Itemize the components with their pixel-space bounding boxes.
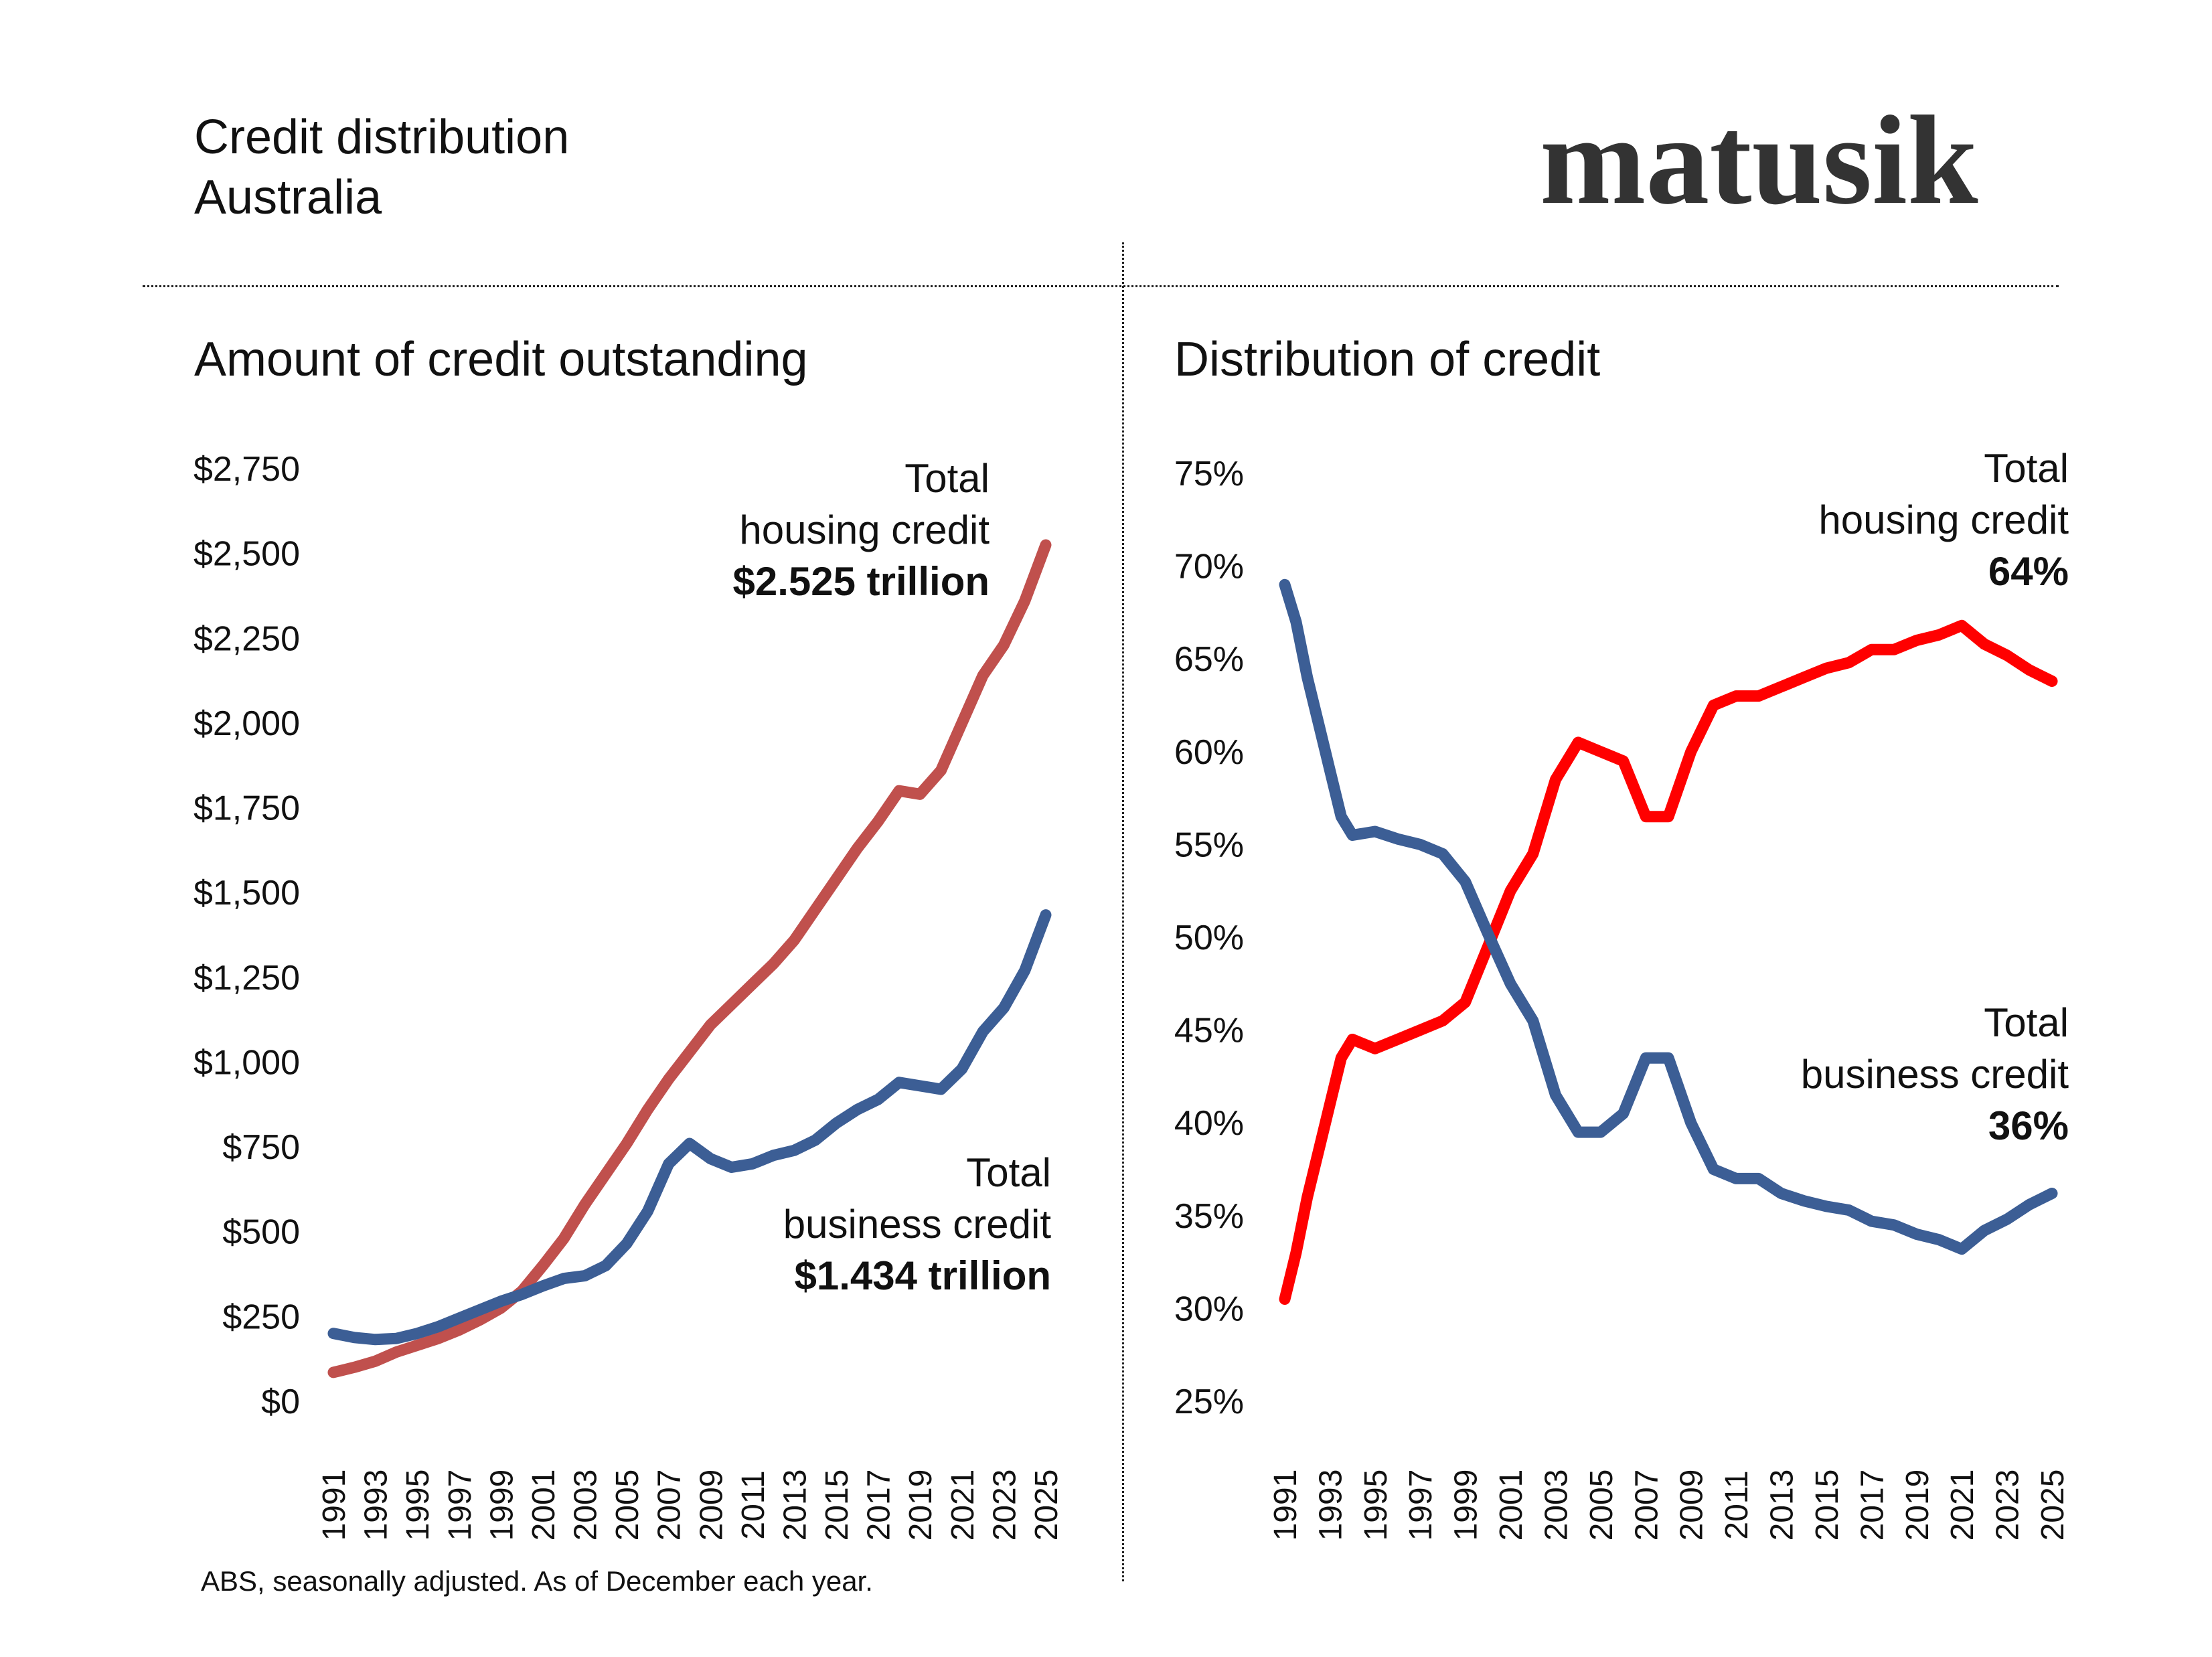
right-x-tick-label: 2021 [1945,1470,1980,1541]
left-x-tick-label: 1997 [443,1470,478,1541]
right-series-line-housing [1279,619,2058,1305]
horizontal-divider [143,285,2059,287]
right-x-tick-label: 2007 [1629,1470,1664,1541]
left-x-tick-label: 2011 [736,1470,771,1539]
left-y-tick-label: $750 [222,1128,300,1167]
right-y-tick-label: 35% [1174,1197,1244,1236]
left-y-tick-label: $0 [261,1383,300,1421]
left-x-tick-label: 2005 [610,1470,645,1541]
left-y-tick-label: $1,500 [193,874,300,913]
left-x-tick-label: 1991 [317,1470,352,1541]
left-x-tick-label: 2025 [1029,1470,1064,1541]
right-housing-annotation-line1: Total [1984,446,2069,491]
left-housing-annotation-line2: housing credit [739,507,990,552]
left-y-tick-label: $2,500 [193,535,300,574]
right-y-tick-label: 70% [1174,548,1244,586]
credit-distribution-chart: 25% 30% 35% 40% 45% 50% 55% 60% 65% 70% 75% 1991 199… [1174,446,2071,1541]
brand-logo: matusik [1540,90,1978,231]
left-chart-title: Amount of credit outstanding [194,333,808,386]
left-x-tick-label: 2009 [694,1470,729,1541]
left-y-tick-label: $250 [222,1297,300,1336]
right-y-tick-label: 40% [1174,1104,1244,1143]
left-x-tick-label: 1995 [400,1470,436,1541]
right-x-tick-label: 2025 [2035,1470,2071,1541]
left-x-tick-label: 2023 [987,1470,1022,1541]
right-series-line-business [1279,578,2058,1255]
right-housing-annotation-value: 64% [1988,549,2069,594]
right-x-tick-label: 2003 [1538,1470,1574,1541]
right-x-tick-label: 1999 [1449,1470,1484,1541]
right-business-annotation-line2: business credit [1801,1052,2069,1097]
right-x-tick-label: 2011 [1719,1470,1755,1539]
left-series-line-housing [327,539,1052,1378]
right-housing-annotation-line2: housing credit [1818,497,2069,542]
right-y-tick-label: 25% [1174,1383,1244,1421]
right-x-tick-label: 1997 [1403,1470,1439,1541]
page-subtitle: Australia [194,171,382,224]
right-x-tick-label: 1995 [1358,1470,1394,1541]
right-business-annotation-line1: Total [1984,1000,2069,1045]
right-x-tick-label: 2013 [1765,1470,1800,1541]
left-y-tick-label: $1,000 [193,1043,300,1082]
left-y-tick-label: $2,750 [193,450,300,489]
vertical-divider [1122,242,1124,1581]
left-x-tick-label: 2001 [526,1470,562,1541]
right-x-tick-label: 1991 [1268,1470,1304,1541]
right-y-tick-label: 45% [1174,1012,1244,1050]
left-housing-annotation-line1: Total [904,456,990,501]
right-x-tick-label: 1993 [1313,1470,1348,1541]
right-y-tick-label: 50% [1174,919,1244,957]
left-x-tick-label: 1993 [359,1470,394,1541]
right-x-tick-label: 2009 [1674,1470,1710,1541]
left-y-tick-label: $2,000 [193,704,300,743]
page-title: Credit distribution [194,110,570,164]
right-y-tick-label: 75% [1174,455,1244,493]
source-note: ABS, seasonally adjusted. As of December… [201,1565,873,1597]
left-y-tick-label: $500 [222,1213,300,1252]
right-y-tick-label: 30% [1174,1289,1244,1328]
left-x-tick-label: 2007 [652,1470,688,1541]
left-y-tick-label: $2,250 [193,619,300,658]
left-x-tick-label: 1999 [484,1470,520,1541]
left-x-tick-label: 2015 [819,1470,855,1541]
right-x-tick-label: 2023 [1990,1470,2026,1541]
right-chart-title: Distribution of credit [1174,333,1601,386]
left-x-tick-label: 2017 [862,1470,897,1541]
right-x-tick-label: 2005 [1584,1470,1620,1541]
credit-amount-chart: $0 $250 $500 $750 $1,000 $1,250 $1,500 $1,750 $2… [193,450,1064,1541]
right-x-tick-label: 2015 [1810,1470,1845,1541]
left-x-tick-label: 2013 [777,1470,813,1541]
right-y-tick-label: 65% [1174,640,1244,679]
left-business-annotation-line1: Total [966,1150,1051,1195]
left-housing-annotation-value: $2.525 trillion [733,559,990,604]
right-x-tick-label: 2017 [1854,1470,1890,1541]
right-x-tick-label: 2001 [1494,1470,1529,1541]
left-business-annotation-line2: business credit [783,1202,1052,1247]
left-x-tick-label: 2003 [568,1470,604,1541]
right-x-tick-label: 2019 [1900,1470,1936,1541]
right-business-annotation-value: 36% [1988,1103,2069,1148]
left-business-annotation-value: $1.434 trillion [795,1253,1052,1298]
right-y-tick-label: 55% [1174,825,1244,864]
left-x-tick-label: 2019 [903,1470,939,1541]
right-y-tick-label: 60% [1174,733,1244,772]
left-y-tick-label: $1,250 [193,959,300,998]
left-x-tick-label: 2021 [945,1470,981,1541]
left-y-tick-label: $1,750 [193,789,300,828]
left-series-line-business [327,909,1052,1346]
